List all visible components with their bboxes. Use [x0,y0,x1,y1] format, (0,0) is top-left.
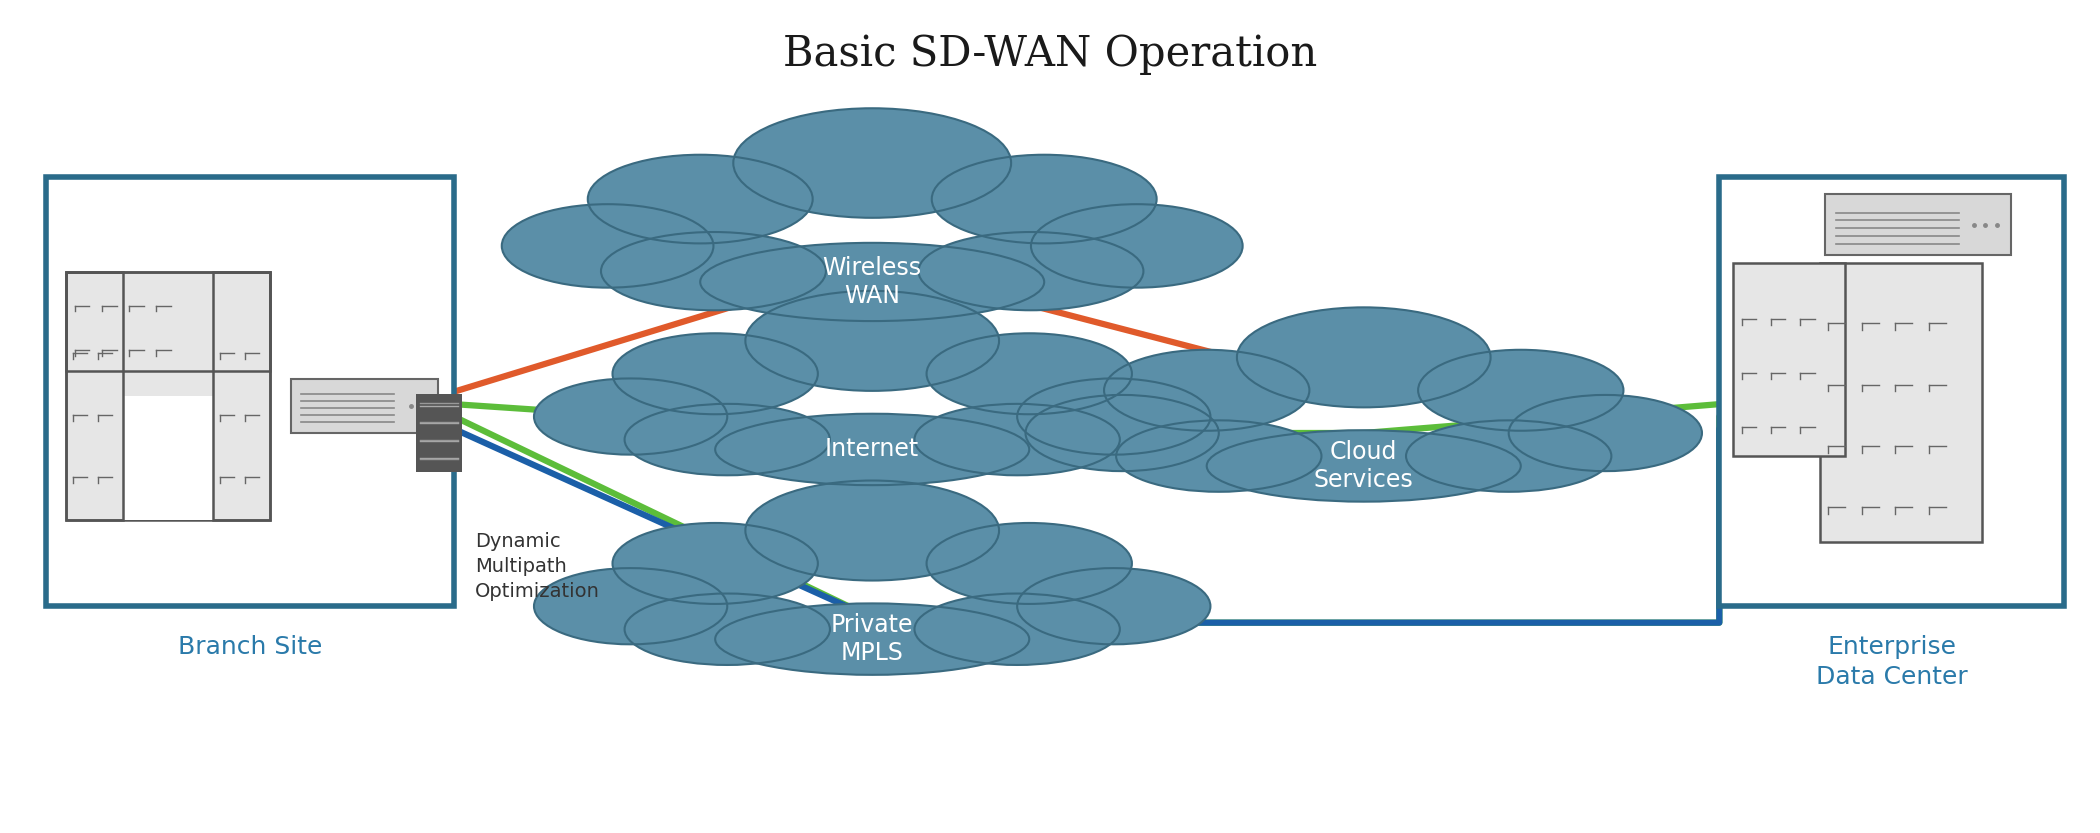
Text: Internet: Internet [825,437,920,461]
Text: Enterprise
Data Center: Enterprise Data Center [1816,635,1968,689]
Ellipse shape [613,523,817,604]
FancyBboxPatch shape [67,272,271,521]
Ellipse shape [1016,568,1210,644]
Text: Dynamic
Multipath
Optimization: Dynamic Multipath Optimization [475,532,601,601]
FancyBboxPatch shape [1732,263,1846,456]
Text: Basic SD-WAN Operation: Basic SD-WAN Operation [783,33,1317,75]
Ellipse shape [533,378,727,455]
Ellipse shape [588,155,813,243]
Text: Wireless
WAN: Wireless WAN [823,256,922,308]
Ellipse shape [1237,307,1491,407]
Ellipse shape [613,333,817,414]
Ellipse shape [746,291,1000,391]
Ellipse shape [1016,378,1210,455]
Ellipse shape [699,243,1044,321]
FancyBboxPatch shape [1825,194,2012,255]
FancyBboxPatch shape [416,394,462,472]
Ellipse shape [926,523,1132,604]
Ellipse shape [716,603,1029,675]
Ellipse shape [624,404,830,476]
Ellipse shape [1418,350,1623,431]
Ellipse shape [926,333,1132,414]
Ellipse shape [502,204,714,287]
Ellipse shape [601,232,825,310]
FancyBboxPatch shape [46,177,454,606]
Ellipse shape [1407,421,1611,491]
FancyBboxPatch shape [290,379,437,433]
Ellipse shape [1508,395,1701,471]
Ellipse shape [716,414,1029,485]
Ellipse shape [1025,395,1218,471]
FancyBboxPatch shape [416,394,462,472]
Ellipse shape [533,568,727,644]
Ellipse shape [624,594,830,665]
Ellipse shape [932,155,1157,243]
Ellipse shape [1031,204,1243,287]
Text: Private
MPLS: Private MPLS [832,613,914,666]
Ellipse shape [914,404,1119,476]
Ellipse shape [1105,350,1310,431]
Text: Branch Site: Branch Site [178,635,321,659]
FancyBboxPatch shape [124,396,214,521]
Ellipse shape [914,594,1119,665]
FancyBboxPatch shape [1821,263,1982,541]
Text: Cloud
Services: Cloud Services [1315,440,1413,492]
Ellipse shape [733,108,1010,217]
Ellipse shape [1208,430,1520,501]
Ellipse shape [746,481,1000,581]
Ellipse shape [1115,421,1321,491]
FancyBboxPatch shape [1720,177,2064,606]
Ellipse shape [918,232,1142,310]
